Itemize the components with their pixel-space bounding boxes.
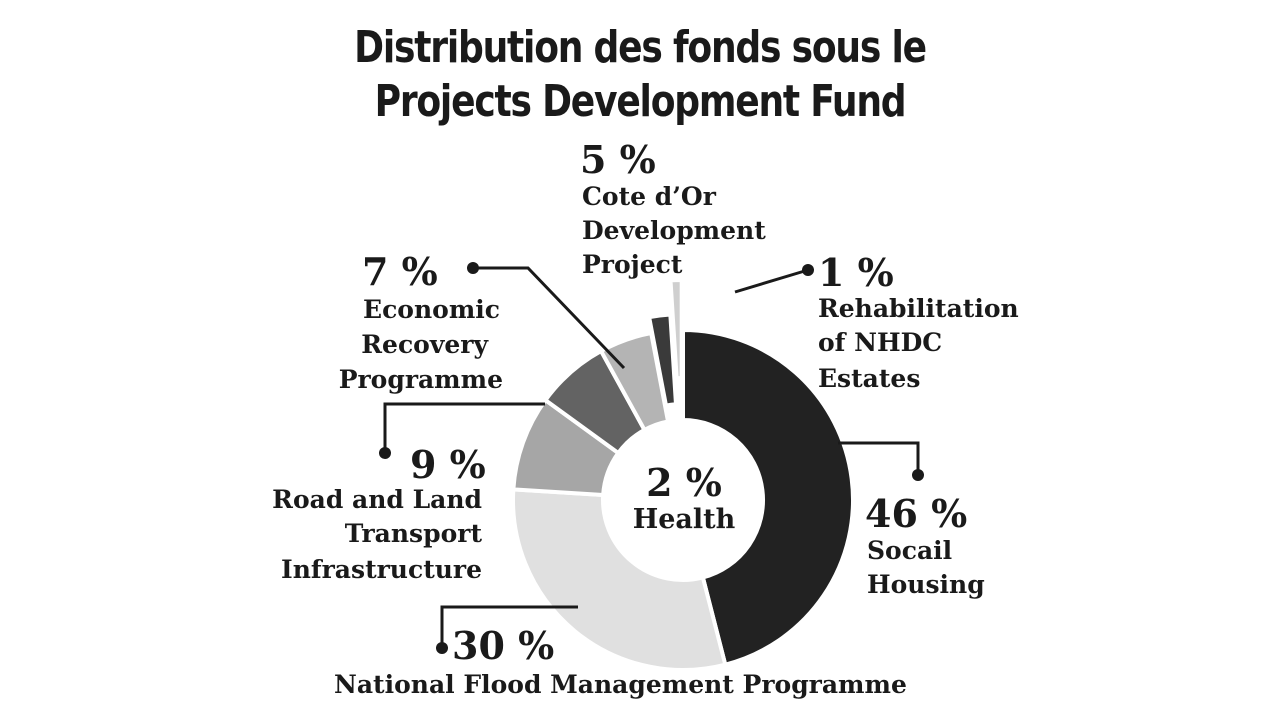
leader-nhdc-dot — [802, 264, 814, 276]
slice-percent-flood-management: 30 % — [452, 623, 555, 668]
slice-percent-road-transport: 9 % — [410, 442, 486, 487]
slice-label-health: Health — [632, 504, 736, 535]
slice-percent-health: 2 % — [646, 460, 722, 505]
leader-economic-dot — [467, 262, 479, 274]
slice-socail-housing — [681, 328, 856, 667]
slice-percent-cote-dor: 5 % — [580, 137, 656, 182]
slice-label-cote-dor-3: Project — [582, 250, 683, 279]
slice-health — [647, 312, 678, 408]
slice-label-road-transport-2: Transport — [344, 519, 482, 548]
leader-social-housing — [838, 441, 920, 475]
slice-percent-economic-recovery: 7 % — [362, 249, 438, 294]
chart-title-line-2: Projects Development Fund — [374, 76, 907, 127]
leader-road-dot — [379, 447, 391, 459]
slice-rehabilitation-of-nhdc-estates — [668, 278, 684, 381]
leader-nhdc — [734, 268, 809, 294]
slice-label-cote-dor-2: Development — [582, 216, 766, 245]
slice-label-cote-dor-1: Cote d’Or — [582, 182, 716, 211]
leader-economic — [473, 266, 626, 370]
slice-label-flood-management: National Flood Management Programme — [334, 670, 907, 699]
slice-label-social-housing-2: Housing — [867, 570, 985, 599]
leader-social-housing-dot — [912, 469, 924, 481]
slice-label-economic-recovery-3: Programme — [338, 365, 503, 394]
slice-label-nhdc-1: Rehabilitation — [818, 294, 1019, 323]
slice-label-road-transport-3: Infrastructure — [281, 555, 482, 584]
slice-label-economic-recovery-1: Economic — [363, 295, 500, 324]
slice-percent-social-housing: 46 % — [865, 491, 968, 536]
slice-label-economic-recovery-2: Recovery — [361, 330, 488, 359]
chart-title-line-1: Distribution des fonds sous le — [354, 22, 927, 73]
slice-label-social-housing-1: Socail — [867, 536, 953, 565]
leader-flood-dot — [436, 642, 448, 654]
leader-flood — [440, 605, 578, 648]
leader-road — [383, 402, 545, 453]
slice-national-flood-management-programme — [511, 487, 728, 672]
slice-label-nhdc-3: Estates — [818, 364, 921, 393]
slice-label-nhdc-2: of NHDC — [818, 328, 943, 357]
slice-label-road-transport-1: Road and Land — [272, 485, 482, 514]
slice-percent-nhdc: 1 % — [818, 250, 894, 295]
